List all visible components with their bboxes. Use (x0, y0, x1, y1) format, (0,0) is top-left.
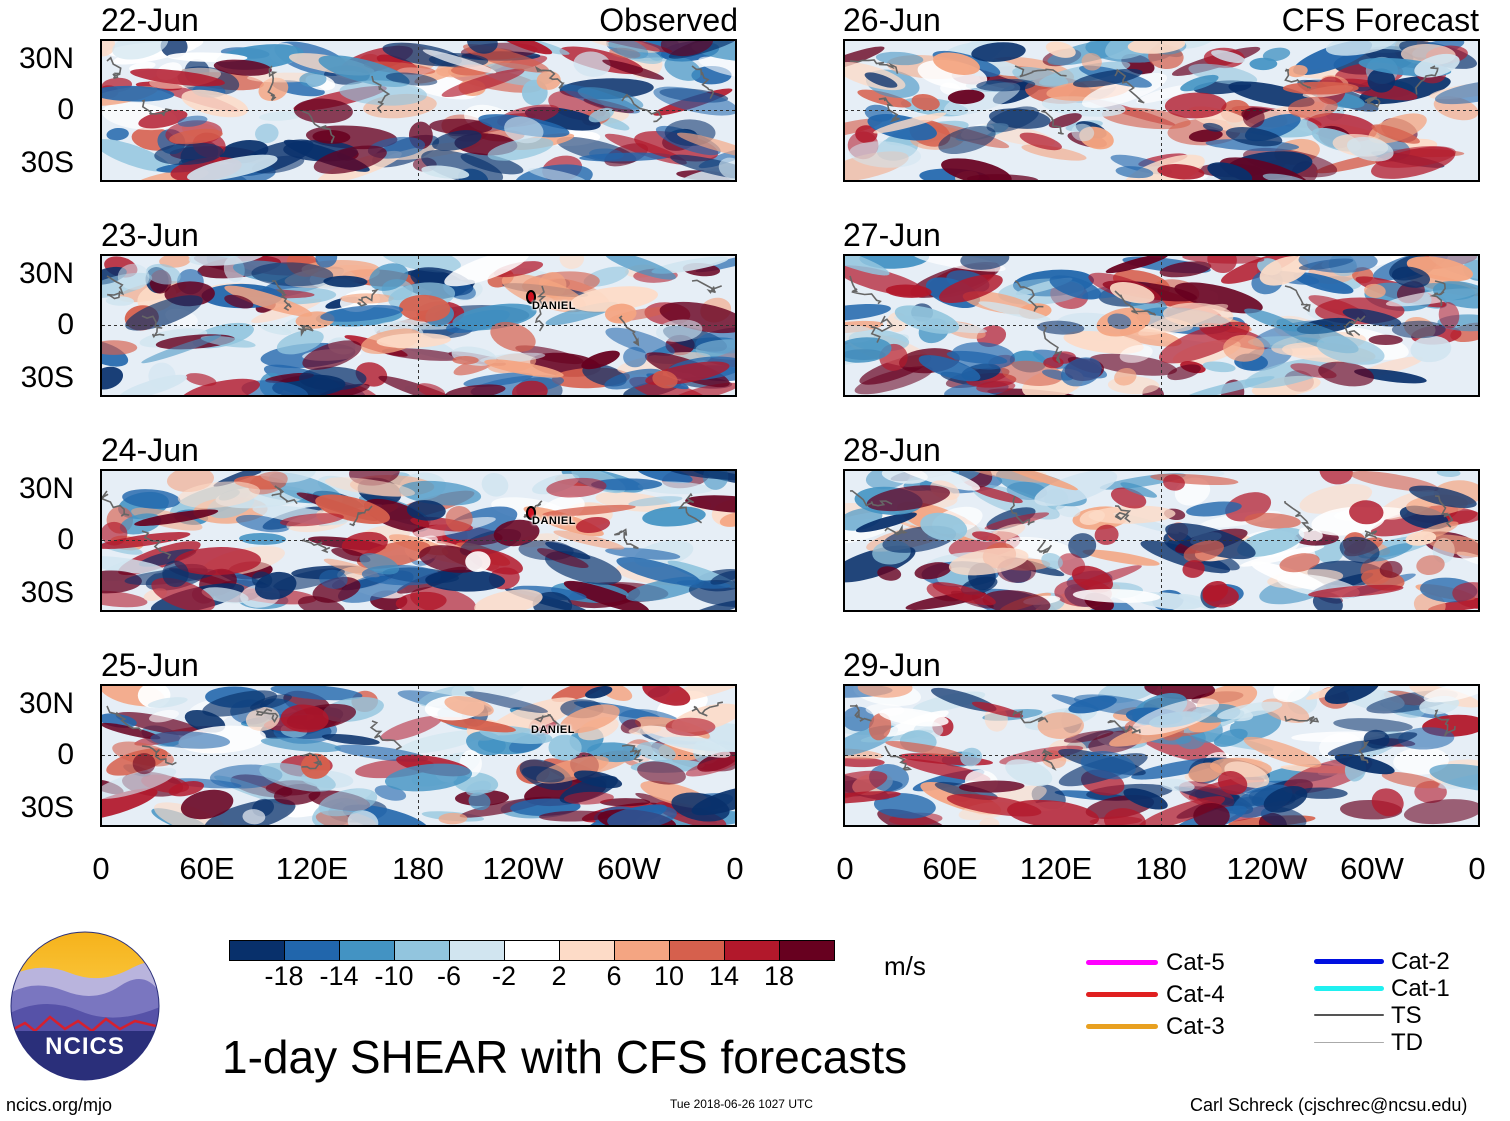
colorbar-tick-label: -2 (491, 961, 517, 991)
colorbar-swatch (449, 940, 505, 961)
panel-date-obs-4: 25-Jun (101, 647, 199, 683)
colorbar-tick-label: 14 (708, 961, 740, 991)
lon-label-l120w: 120W (482, 851, 564, 886)
colorbar-swatch (394, 940, 450, 961)
lat-label-30s-2: 30S (20, 361, 74, 394)
legend-line-cat3 (1086, 1024, 1158, 1029)
colorbar-swatch (229, 940, 285, 961)
lat-label-30s-4: 30S (20, 791, 74, 824)
colorbar-swatch (284, 940, 340, 961)
legend-label-cat3: Cat-3 (1166, 1013, 1225, 1040)
colorbar-swatch (614, 940, 670, 961)
panel-date-obs-3: 24-Jun (101, 432, 199, 468)
panel-date-fcst-3: 28-Jun (843, 432, 941, 468)
lon-label-r120e: 120E (1019, 851, 1093, 886)
lon-label-r120w: 120W (1226, 851, 1308, 886)
colorbar-tick-label: 6 (606, 961, 622, 991)
footer-url[interactable]: ncics.org/mjo (6, 1095, 113, 1115)
lat-label-30n-4: 30N (18, 687, 74, 720)
colorbar-tick-label: -10 (374, 961, 414, 991)
colorbar-tick-label: -14 (319, 961, 359, 991)
colorbar-tick-label: 2 (551, 961, 567, 991)
legend-line-td (1314, 1042, 1384, 1043)
observed-title: Observed (599, 2, 738, 38)
lat-label-30n-2: 30N (18, 257, 74, 290)
lat-label-30n-3: 30N (18, 472, 74, 505)
lat-label-eq-2: 0 (57, 308, 74, 341)
legend-label-cat1: Cat-1 (1391, 975, 1450, 1002)
colorbar-swatch (669, 940, 725, 961)
map-panel-fcst-1 (843, 39, 1480, 182)
colorbar-tick-label: 18 (763, 961, 795, 991)
lat-label-30n-1: 30N (18, 42, 74, 75)
lon-label-l0: 0 (92, 851, 110, 886)
lon-label-r60w: 60W (1340, 851, 1404, 886)
legend-label-td: TD (1391, 1029, 1423, 1056)
map-panel-fcst-2 (843, 254, 1480, 397)
ncics-logo: NCICS (10, 931, 160, 1081)
storm-label-2: DANIEL (532, 515, 576, 527)
colorbar-swatch (339, 940, 395, 961)
colorbar-swatch (779, 940, 835, 961)
main-title: 1-day SHEAR with CFS forecasts (222, 1031, 908, 1083)
lon-label-l120e: 120E (275, 851, 349, 886)
panel-date-fcst-2: 27-Jun (843, 217, 941, 253)
legend-line-cat2 (1314, 959, 1384, 964)
lon-label-r60e: 60E (922, 851, 978, 886)
map-panel-obs-3 (100, 469, 737, 612)
lon-label-r0: 0 (836, 851, 854, 886)
colorbar-swatch (724, 940, 780, 961)
logo-text: NCICS (45, 1033, 125, 1060)
lon-label-l0b: 0 (726, 851, 744, 886)
lat-label-eq-1: 0 (57, 93, 74, 126)
legend-line-cat1 (1314, 986, 1384, 991)
legend-line-cat4 (1086, 992, 1158, 997)
lon-label-r180: 180 (1135, 851, 1187, 886)
lat-label-30s-3: 30S (20, 576, 74, 609)
colorbar-swatch (559, 940, 615, 961)
panel-date-obs-1: 22-Jun (101, 2, 199, 38)
lon-label-r0b: 0 (1468, 851, 1486, 886)
map-panel-fcst-3 (843, 469, 1480, 612)
colorbar-tick-label: -18 (264, 961, 304, 991)
storm-label-1: DANIEL (532, 300, 576, 312)
map-panel-fcst-4 (843, 684, 1480, 827)
footer-timestamp: Tue 2018-06-26 1027 UTC (670, 1097, 813, 1111)
map-panel-obs-4 (100, 684, 737, 827)
legend-line-ts (1314, 1014, 1384, 1016)
lon-label-l60w: 60W (597, 851, 661, 886)
lon-label-l60e: 60E (179, 851, 235, 886)
storm-marker-1 (526, 290, 536, 304)
forecast-title: CFS Forecast (1281, 2, 1479, 38)
colorbar-swatch (504, 940, 560, 961)
colorbar-tick-label: -6 (436, 961, 462, 991)
lat-label-eq-3: 0 (57, 523, 74, 556)
legend-label-cat4: Cat-4 (1166, 981, 1225, 1008)
legend-label-ts: TS (1391, 1002, 1422, 1029)
panel-date-obs-2: 23-Jun (101, 217, 199, 253)
lat-label-30s-1: 30S (20, 146, 74, 179)
lat-label-eq-4: 0 (57, 738, 74, 771)
colorbar-units: m/s (884, 951, 926, 981)
panel-date-fcst-1: 26-Jun (843, 2, 941, 38)
colorbar-tick-label: 10 (653, 961, 685, 991)
storm-label-3: DANIEL (531, 724, 575, 736)
panel-date-fcst-4: 29-Jun (843, 647, 941, 683)
map-panel-obs-2 (100, 254, 737, 397)
legend-label-cat5: Cat-5 (1166, 949, 1225, 976)
legend-line-cat5 (1086, 960, 1158, 965)
footer-credit: Carl Schreck (cjschrec@ncsu.edu) (1190, 1095, 1468, 1115)
storm-marker-2 (526, 506, 536, 520)
map-panel-obs-1 (100, 39, 737, 182)
legend-label-cat2: Cat-2 (1391, 948, 1450, 975)
lon-label-l180: 180 (392, 851, 444, 886)
